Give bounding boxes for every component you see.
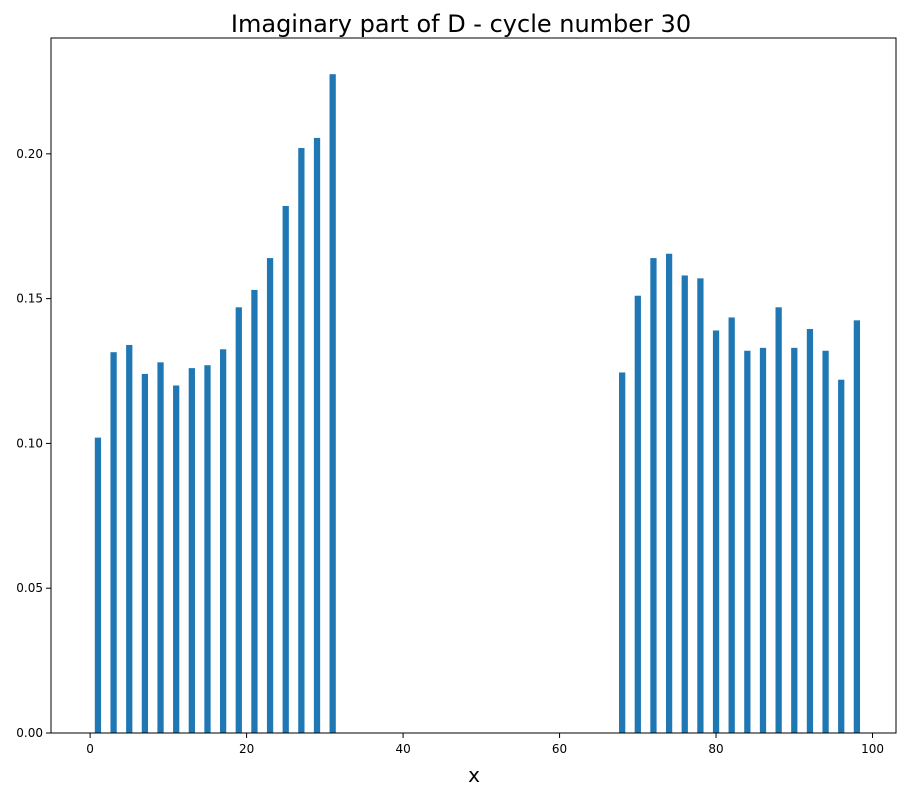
y-tick-label: 0.15 [16, 292, 43, 306]
y-axis: 0.00 0.05 0.10 0.15 0.20 [16, 147, 51, 740]
bar [266, 258, 274, 733]
bar [775, 307, 782, 733]
bar [173, 385, 180, 733]
bar [298, 148, 305, 734]
bar [650, 258, 657, 733]
plot-area: 0 20 40 60 80 100 0.00 0.05 0.10 0.15 0.20 [16, 37, 897, 756]
bar [94, 437, 102, 734]
y-tick-label: 0.20 [16, 147, 43, 161]
plot-frame [50, 37, 897, 734]
bar [634, 295, 641, 733]
bar [838, 379, 845, 733]
bar [141, 373, 149, 733]
x-axis-label: x [468, 763, 480, 787]
bar [251, 289, 258, 733]
x-tick-label: 40 [395, 742, 410, 756]
bar [157, 362, 164, 733]
y-tick-label: 0.05 [16, 581, 43, 595]
x-tick-label: 20 [239, 742, 254, 756]
x-tick-label: 60 [552, 742, 567, 756]
bar [665, 253, 673, 734]
bar [759, 347, 767, 733]
bar [126, 344, 133, 733]
x-tick-label: 100 [861, 742, 884, 756]
bar [744, 350, 751, 733]
bar [697, 278, 704, 733]
x-axis: 0 20 40 60 80 100 [86, 733, 884, 756]
bar [313, 137, 321, 733]
x-tick-label: 0 [86, 742, 94, 756]
bar [220, 349, 227, 733]
bar [282, 205, 289, 733]
bar [806, 329, 814, 733]
y-tick-label: 0.10 [16, 436, 43, 450]
chart-title: Imaginary part of D - cycle number 30 [231, 10, 691, 38]
bar [822, 350, 829, 733]
bar [853, 320, 861, 733]
bar-series [94, 74, 861, 734]
y-tick-label: 0.00 [16, 726, 43, 740]
bar [188, 368, 195, 734]
bar [791, 347, 798, 733]
bar [712, 330, 720, 733]
bar [110, 352, 117, 733]
x-tick-label: 80 [708, 742, 723, 756]
bar [681, 275, 688, 733]
bar [235, 307, 242, 733]
bar [329, 74, 336, 733]
bar [619, 372, 626, 733]
bar [204, 365, 211, 733]
bar [728, 317, 735, 733]
